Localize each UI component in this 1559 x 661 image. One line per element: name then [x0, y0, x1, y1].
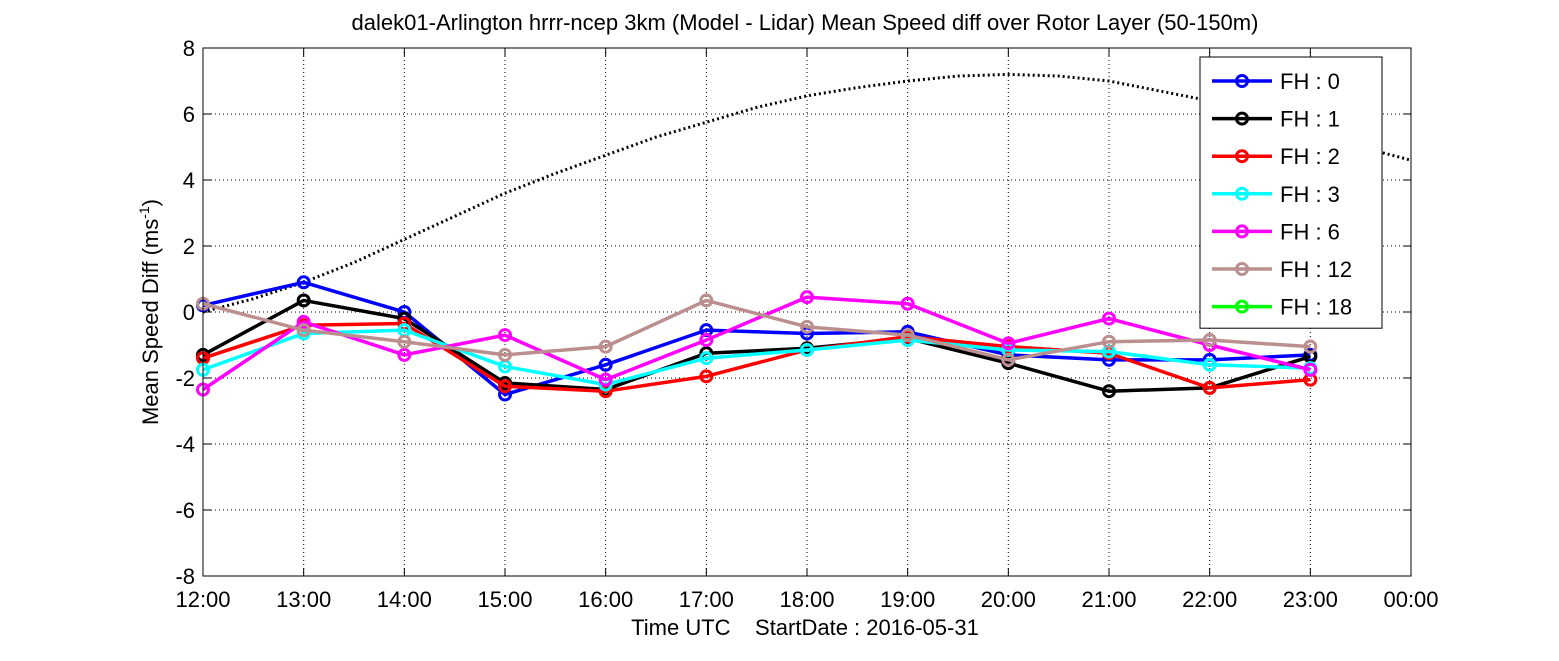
y-tick-label: 0 [183, 300, 195, 325]
data-point [699, 293, 714, 308]
series-fh-3 [196, 323, 1318, 392]
x-axis-label: Time UTC StartDate : 2016-05-31 [631, 615, 979, 640]
data-point [699, 351, 714, 366]
legend-swatch-marker [1235, 262, 1249, 276]
data-point [397, 347, 412, 362]
y-tick-label: 2 [183, 234, 195, 259]
y-axis-label: Mean Speed Diff (ms-1) [136, 199, 163, 425]
data-point [1303, 339, 1318, 354]
data-point [296, 323, 311, 338]
legend-swatch-marker [1235, 299, 1249, 314]
data-point [498, 347, 512, 362]
x-tick-label: 13:00 [276, 587, 331, 612]
x-tick-label: 22:00 [1182, 587, 1237, 612]
data-point [1102, 384, 1116, 399]
legend-label: FH : 6 [1280, 219, 1340, 244]
series-line [202, 298, 1311, 362]
data-point [800, 319, 814, 334]
x-tick-label: 00:00 [1383, 587, 1438, 612]
data-point [1001, 336, 1016, 351]
x-tick-label: 21:00 [1081, 587, 1136, 612]
legend-swatch-marker [1235, 111, 1249, 126]
series-lines [196, 275, 1318, 402]
x-tick-label: 20:00 [981, 587, 1036, 612]
y-tick-label: -4 [175, 432, 195, 457]
legend-swatch-marker [1235, 224, 1249, 239]
series-fh-1 [196, 293, 1318, 399]
y-axis-label-main: Mean Speed Diff (ms [138, 219, 163, 425]
legend-swatch-marker [1235, 186, 1249, 201]
series-fh-6 [196, 290, 1318, 397]
series-line [202, 298, 1311, 393]
series-line [202, 328, 1311, 387]
legend-label: FH : 12 [1280, 257, 1352, 282]
series-line [202, 321, 1311, 393]
legend-label: FH : 2 [1280, 144, 1340, 169]
legend-label: FH : 0 [1280, 69, 1340, 94]
x-tick-label: 16:00 [578, 587, 633, 612]
data-point [598, 357, 613, 372]
data-point [699, 333, 714, 348]
y-tick-label: 6 [183, 102, 195, 127]
series-line [202, 295, 1311, 392]
y-axis-label-close: ) [138, 199, 163, 206]
y-tick-label: -6 [175, 498, 195, 523]
data-point [296, 314, 311, 329]
data-point [1202, 333, 1217, 348]
x-tick-label: 19:00 [880, 587, 935, 612]
data-point [598, 372, 613, 387]
data-point [1001, 352, 1016, 367]
data-point [800, 290, 814, 305]
axis-ticks: -8 -6 -4 -2 0 2 4 6 8 12:00 13:00 14:00 15:00 16:00 17… [175, 36, 1438, 612]
legend-swatch-marker [1235, 149, 1249, 164]
legend-swatch-marker [1235, 74, 1249, 88]
data-point [699, 369, 714, 384]
x-tick-label: 12:00 [175, 587, 230, 612]
legend-label: FH : 18 [1280, 295, 1352, 320]
x-tick-label: 18:00 [779, 587, 834, 612]
y-axis-label-superscript: -1 [136, 206, 152, 219]
data-point [1102, 334, 1116, 349]
data-point [900, 296, 915, 311]
data-point [296, 293, 311, 308]
data-point [296, 275, 311, 290]
data-point [1102, 311, 1116, 326]
data-point [498, 328, 512, 343]
y-tick-label: -2 [175, 366, 195, 391]
legend-label: FH : 1 [1280, 107, 1340, 132]
y-tick-label: 4 [183, 168, 195, 193]
data-point [1202, 357, 1217, 372]
data-point [598, 339, 613, 354]
data-point [1303, 362, 1318, 377]
x-tick-label: 17:00 [679, 587, 734, 612]
data-point [800, 342, 814, 357]
y-tick-label: 8 [183, 36, 195, 61]
data-point [397, 334, 412, 349]
y-tick-label: -8 [175, 564, 195, 589]
legend: FH : 0 FH : 1 FH : 2 FH : 3 FH : 6 FH : 12 FH … [1199, 56, 1383, 329]
x-tick-label: 23:00 [1283, 587, 1338, 612]
x-tick-label: 14:00 [377, 587, 432, 612]
data-point [900, 328, 915, 343]
data-point [1202, 380, 1217, 395]
legend-label: FH : 3 [1280, 182, 1340, 207]
chart-title: dalek01-Arlington hrrr-ncep 3km (Model -… [352, 10, 1259, 35]
x-tick-label: 15:00 [477, 587, 532, 612]
data-point [498, 379, 512, 394]
